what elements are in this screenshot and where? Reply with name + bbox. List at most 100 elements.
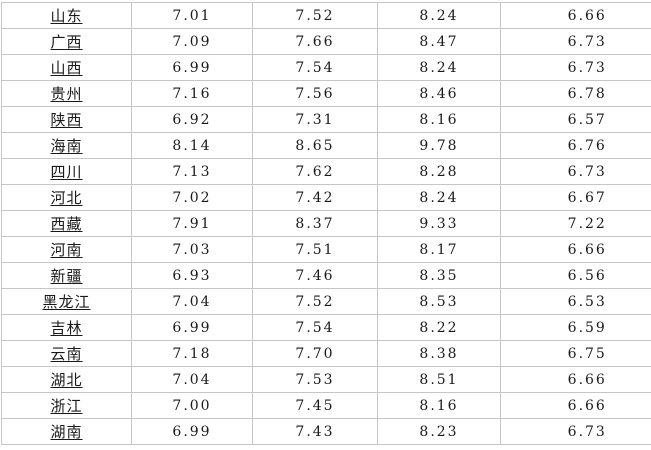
province-link[interactable]: 湖北 (50, 371, 83, 389)
province-link[interactable]: 西藏 (50, 215, 83, 233)
value-cell-1: 6.99 (131, 418, 253, 445)
province-cell: 山东 (1, 2, 132, 29)
value-cell-4: 6.66 (500, 236, 651, 263)
value-cell-2: 7.52 (252, 288, 378, 315)
value-cell-3: 8.24 (377, 54, 501, 81)
province-link[interactable]: 云南 (50, 345, 83, 363)
value-cell-1: 7.02 (131, 184, 253, 211)
province-link[interactable]: 河南 (50, 241, 83, 259)
value-cell-1: 7.00 (131, 392, 253, 419)
value-cell-1: 6.93 (131, 262, 253, 289)
value-cell-3: 8.16 (377, 392, 501, 419)
value-cell-1: 7.16 (131, 80, 253, 107)
province-link[interactable]: 贵州 (50, 85, 83, 103)
value-cell-3: 8.17 (377, 236, 501, 263)
province-link[interactable]: 河北 (50, 189, 83, 207)
table-row: 云南 7.18 7.70 8.38 6.75 (1, 340, 651, 367)
value-cell-4: 6.59 (500, 314, 651, 341)
value-cell-1: 7.04 (131, 366, 253, 393)
value-cell-2: 7.56 (252, 80, 378, 107)
table-row: 山西 6.99 7.54 8.24 6.73 (1, 54, 651, 81)
province-cell: 山西 (1, 54, 132, 81)
province-cell: 四川 (1, 158, 132, 185)
value-cell-2: 7.43 (252, 418, 378, 445)
table-row: 海南 8.14 8.65 9.78 6.76 (1, 132, 651, 159)
value-cell-2: 7.62 (252, 158, 378, 185)
table-row: 黑龙江 7.04 7.52 8.53 6.53 (1, 288, 651, 315)
value-cell-1: 7.04 (131, 288, 253, 315)
value-cell-3: 9.33 (377, 210, 501, 237)
province-link[interactable]: 吉林 (50, 319, 83, 337)
province-link[interactable]: 新疆 (50, 267, 83, 285)
value-cell-4: 6.73 (500, 418, 651, 445)
table-row: 山东 7.01 7.52 8.24 6.66 (1, 2, 651, 29)
province-cell: 浙江 (1, 392, 132, 419)
value-cell-2: 7.54 (252, 54, 378, 81)
province-link[interactable]: 黑龙江 (42, 293, 91, 311)
table-row: 新疆 6.93 7.46 8.35 6.56 (1, 262, 651, 289)
province-link[interactable]: 陕西 (50, 111, 83, 129)
value-cell-3: 8.24 (377, 184, 501, 211)
province-link[interactable]: 湖南 (50, 423, 83, 441)
value-cell-4: 6.73 (500, 54, 651, 81)
province-cell: 湖南 (1, 418, 132, 445)
value-cell-2: 7.54 (252, 314, 378, 341)
value-cell-3: 8.53 (377, 288, 501, 315)
value-cell-4: 6.67 (500, 184, 651, 211)
value-cell-4: 6.73 (500, 158, 651, 185)
value-cell-1: 6.99 (131, 54, 253, 81)
province-cell: 河南 (1, 236, 132, 263)
value-cell-4: 6.53 (500, 288, 651, 315)
value-cell-1: 7.09 (131, 28, 253, 55)
table-row: 湖北 7.04 7.53 8.51 6.66 (1, 366, 651, 393)
value-cell-2: 7.31 (252, 106, 378, 133)
province-cell: 贵州 (1, 80, 132, 107)
value-cell-2: 8.65 (252, 132, 378, 159)
province-cell: 河北 (1, 184, 132, 211)
value-cell-3: 8.47 (377, 28, 501, 55)
value-cell-1: 6.99 (131, 314, 253, 341)
table-row: 广西 7.09 7.66 8.47 6.73 (1, 28, 651, 55)
value-cell-1: 7.91 (131, 210, 253, 237)
value-cell-3: 8.51 (377, 366, 501, 393)
value-cell-3: 8.16 (377, 106, 501, 133)
value-cell-1: 6.92 (131, 106, 253, 133)
table-row: 贵州 7.16 7.56 8.46 6.78 (1, 80, 651, 107)
province-link[interactable]: 山西 (50, 59, 83, 77)
province-cell: 陕西 (1, 106, 132, 133)
province-cell: 吉林 (1, 314, 132, 341)
value-cell-3: 8.35 (377, 262, 501, 289)
value-cell-4: 6.57 (500, 106, 651, 133)
province-link[interactable]: 四川 (50, 163, 83, 181)
table-row: 河南 7.03 7.51 8.17 6.66 (1, 236, 651, 263)
province-cell: 西藏 (1, 210, 132, 237)
value-cell-2: 7.66 (252, 28, 378, 55)
province-cell: 黑龙江 (1, 288, 132, 315)
value-cell-4: 6.78 (500, 80, 651, 107)
value-cell-3: 8.23 (377, 418, 501, 445)
province-link[interactable]: 山东 (50, 7, 83, 25)
province-link[interactable]: 海南 (50, 137, 83, 155)
value-cell-2: 8.37 (252, 210, 378, 237)
value-cell-2: 7.42 (252, 184, 378, 211)
table-row: 河北 7.02 7.42 8.24 6.67 (1, 184, 651, 211)
value-cell-2: 7.53 (252, 366, 378, 393)
value-cell-3: 8.22 (377, 314, 501, 341)
value-cell-3: 8.38 (377, 340, 501, 367)
table-row: 四川 7.13 7.62 8.28 6.73 (1, 158, 651, 185)
province-cell: 广西 (1, 28, 132, 55)
table-row: 吉林 6.99 7.54 8.22 6.59 (1, 314, 651, 341)
province-cell: 云南 (1, 340, 132, 367)
value-cell-3: 8.46 (377, 80, 501, 107)
table-row: 西藏 7.91 8.37 9.33 7.22 (1, 210, 651, 237)
value-cell-2: 7.70 (252, 340, 378, 367)
province-link[interactable]: 广西 (50, 33, 83, 51)
value-cell-4: 6.56 (500, 262, 651, 289)
province-cell: 海南 (1, 132, 132, 159)
province-link[interactable]: 浙江 (50, 397, 83, 415)
value-cell-1: 8.14 (131, 132, 253, 159)
value-cell-1: 7.01 (131, 2, 253, 29)
province-cell: 新疆 (1, 262, 132, 289)
